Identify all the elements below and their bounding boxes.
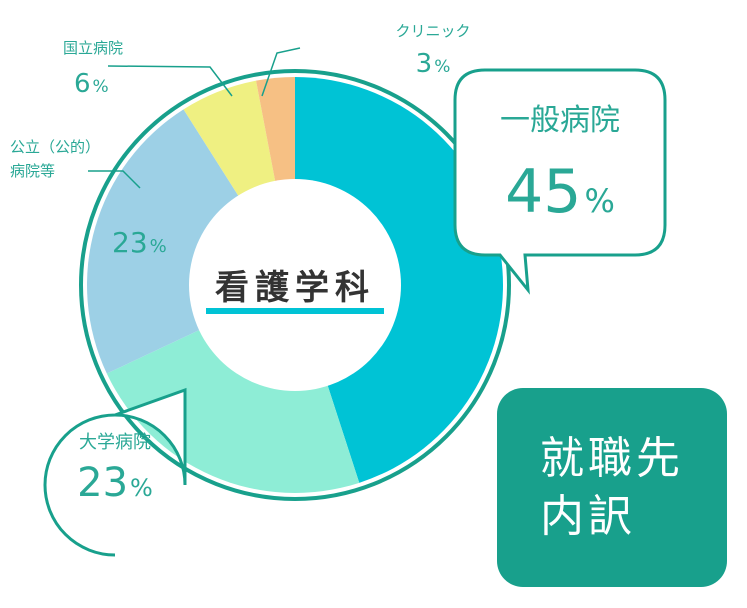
leader-line-national xyxy=(107,65,233,97)
summary-badge: 就職先 内訳 xyxy=(497,388,727,587)
label-public-name-1: 公立（公的） xyxy=(10,138,100,156)
label-univ-name: 大学病院 xyxy=(79,432,151,453)
outer-ring xyxy=(79,69,511,501)
label-univ-value: 23% xyxy=(77,460,153,506)
label-general-value: 45% xyxy=(505,157,615,227)
label-clinic-name: クリニック xyxy=(395,22,470,40)
label-public-name-2: 病院等 xyxy=(10,162,55,180)
label-general-name: 一般病院 xyxy=(500,103,620,138)
callout-university xyxy=(43,387,187,557)
callout-general xyxy=(453,68,667,295)
title-underline xyxy=(206,308,384,314)
center-hole xyxy=(189,179,401,391)
leader-line-public xyxy=(88,170,141,189)
label-public-value: 23% xyxy=(112,226,167,259)
summary-badge-text: 就職先 内訳 xyxy=(540,432,684,542)
chart-title: 看護学科 xyxy=(215,268,375,308)
leader-line-clinic xyxy=(261,47,301,97)
label-national-name: 国立病院 xyxy=(63,39,123,57)
label-clinic-value: 3% xyxy=(416,49,451,79)
label-national-value: 6% xyxy=(74,69,109,99)
